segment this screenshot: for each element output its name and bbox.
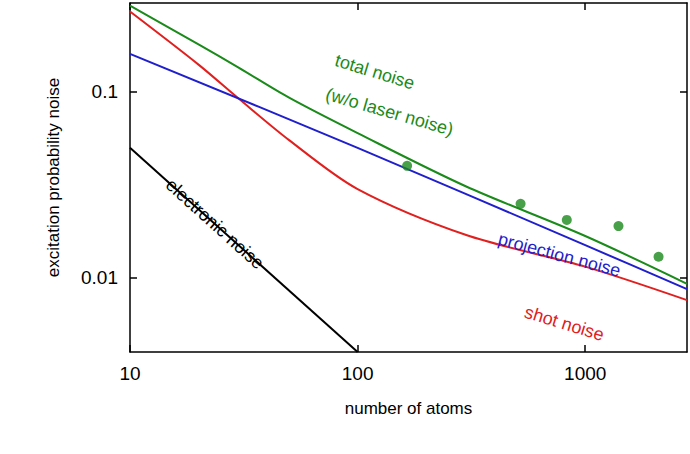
svg-text:100: 100 — [342, 363, 374, 384]
svg-text:number of atoms: number of atoms — [345, 399, 473, 418]
svg-text:excitation probability noise: excitation probability noise — [44, 78, 63, 277]
svg-text:electronic noise: electronic noise — [162, 175, 268, 273]
svg-text:1000: 1000 — [564, 363, 606, 384]
svg-text:shot noise: shot noise — [522, 302, 606, 345]
svg-text:(w/o laser noise): (w/o laser noise) — [323, 84, 455, 140]
svg-text:total noise: total noise — [333, 50, 417, 93]
svg-text:10: 10 — [119, 363, 140, 384]
svg-text:projection noise: projection noise — [496, 229, 623, 281]
svg-text:0.1: 0.1 — [92, 81, 118, 102]
svg-text:0.01: 0.01 — [81, 267, 118, 288]
